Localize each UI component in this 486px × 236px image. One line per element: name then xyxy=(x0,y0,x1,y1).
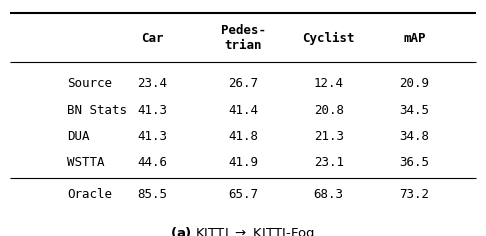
Text: 20.8: 20.8 xyxy=(314,104,344,117)
Text: 41.8: 41.8 xyxy=(228,130,258,143)
Text: $\mathbf{(a)}$ KITTI $\rightarrow$ KITTI-Fog: $\mathbf{(a)}$ KITTI $\rightarrow$ KITTI… xyxy=(171,225,315,236)
Text: 12.4: 12.4 xyxy=(314,77,344,90)
Text: 34.8: 34.8 xyxy=(399,130,430,143)
Text: 20.9: 20.9 xyxy=(399,77,430,90)
Text: DUA: DUA xyxy=(67,130,89,143)
Text: WSTTA: WSTTA xyxy=(67,156,104,169)
Text: 85.5: 85.5 xyxy=(138,188,168,201)
Text: 36.5: 36.5 xyxy=(399,156,430,169)
Text: 23.1: 23.1 xyxy=(314,156,344,169)
Text: Oracle: Oracle xyxy=(67,188,112,201)
Text: 34.5: 34.5 xyxy=(399,104,430,117)
Text: 26.7: 26.7 xyxy=(228,77,258,90)
Text: 68.3: 68.3 xyxy=(314,188,344,201)
Text: Car: Car xyxy=(141,32,164,45)
Text: 21.3: 21.3 xyxy=(314,130,344,143)
Text: Pedes-
trian: Pedes- trian xyxy=(221,24,265,52)
Text: 41.4: 41.4 xyxy=(228,104,258,117)
Text: 23.4: 23.4 xyxy=(138,77,168,90)
Text: mAP: mAP xyxy=(403,32,426,45)
Text: Cyclist: Cyclist xyxy=(302,32,355,45)
Text: Source: Source xyxy=(67,77,112,90)
Text: BN Stats: BN Stats xyxy=(67,104,127,117)
Text: 41.3: 41.3 xyxy=(138,104,168,117)
Text: 41.3: 41.3 xyxy=(138,130,168,143)
Text: 65.7: 65.7 xyxy=(228,188,258,201)
Text: 73.2: 73.2 xyxy=(399,188,430,201)
Text: 41.9: 41.9 xyxy=(228,156,258,169)
Text: 44.6: 44.6 xyxy=(138,156,168,169)
